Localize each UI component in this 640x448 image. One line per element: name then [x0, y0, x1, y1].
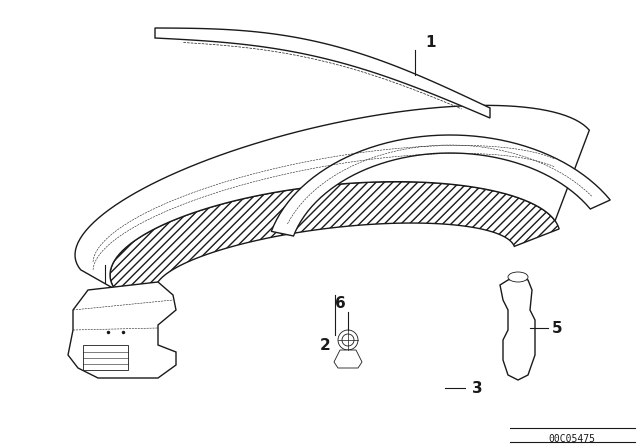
Polygon shape — [271, 135, 610, 236]
Polygon shape — [500, 277, 535, 380]
Polygon shape — [334, 350, 362, 368]
Circle shape — [338, 330, 358, 350]
Text: 2: 2 — [319, 337, 330, 353]
Text: 1: 1 — [425, 34, 435, 49]
Text: 5: 5 — [552, 320, 563, 336]
Circle shape — [342, 334, 354, 346]
Text: 4: 4 — [93, 247, 103, 263]
Text: 3: 3 — [472, 380, 483, 396]
Ellipse shape — [508, 272, 528, 282]
Text: 00C05475: 00C05475 — [548, 434, 595, 444]
Polygon shape — [83, 345, 128, 370]
Polygon shape — [155, 28, 490, 118]
Polygon shape — [68, 282, 176, 378]
Polygon shape — [75, 105, 589, 289]
Polygon shape — [110, 182, 559, 300]
Text: 6: 6 — [335, 296, 346, 310]
